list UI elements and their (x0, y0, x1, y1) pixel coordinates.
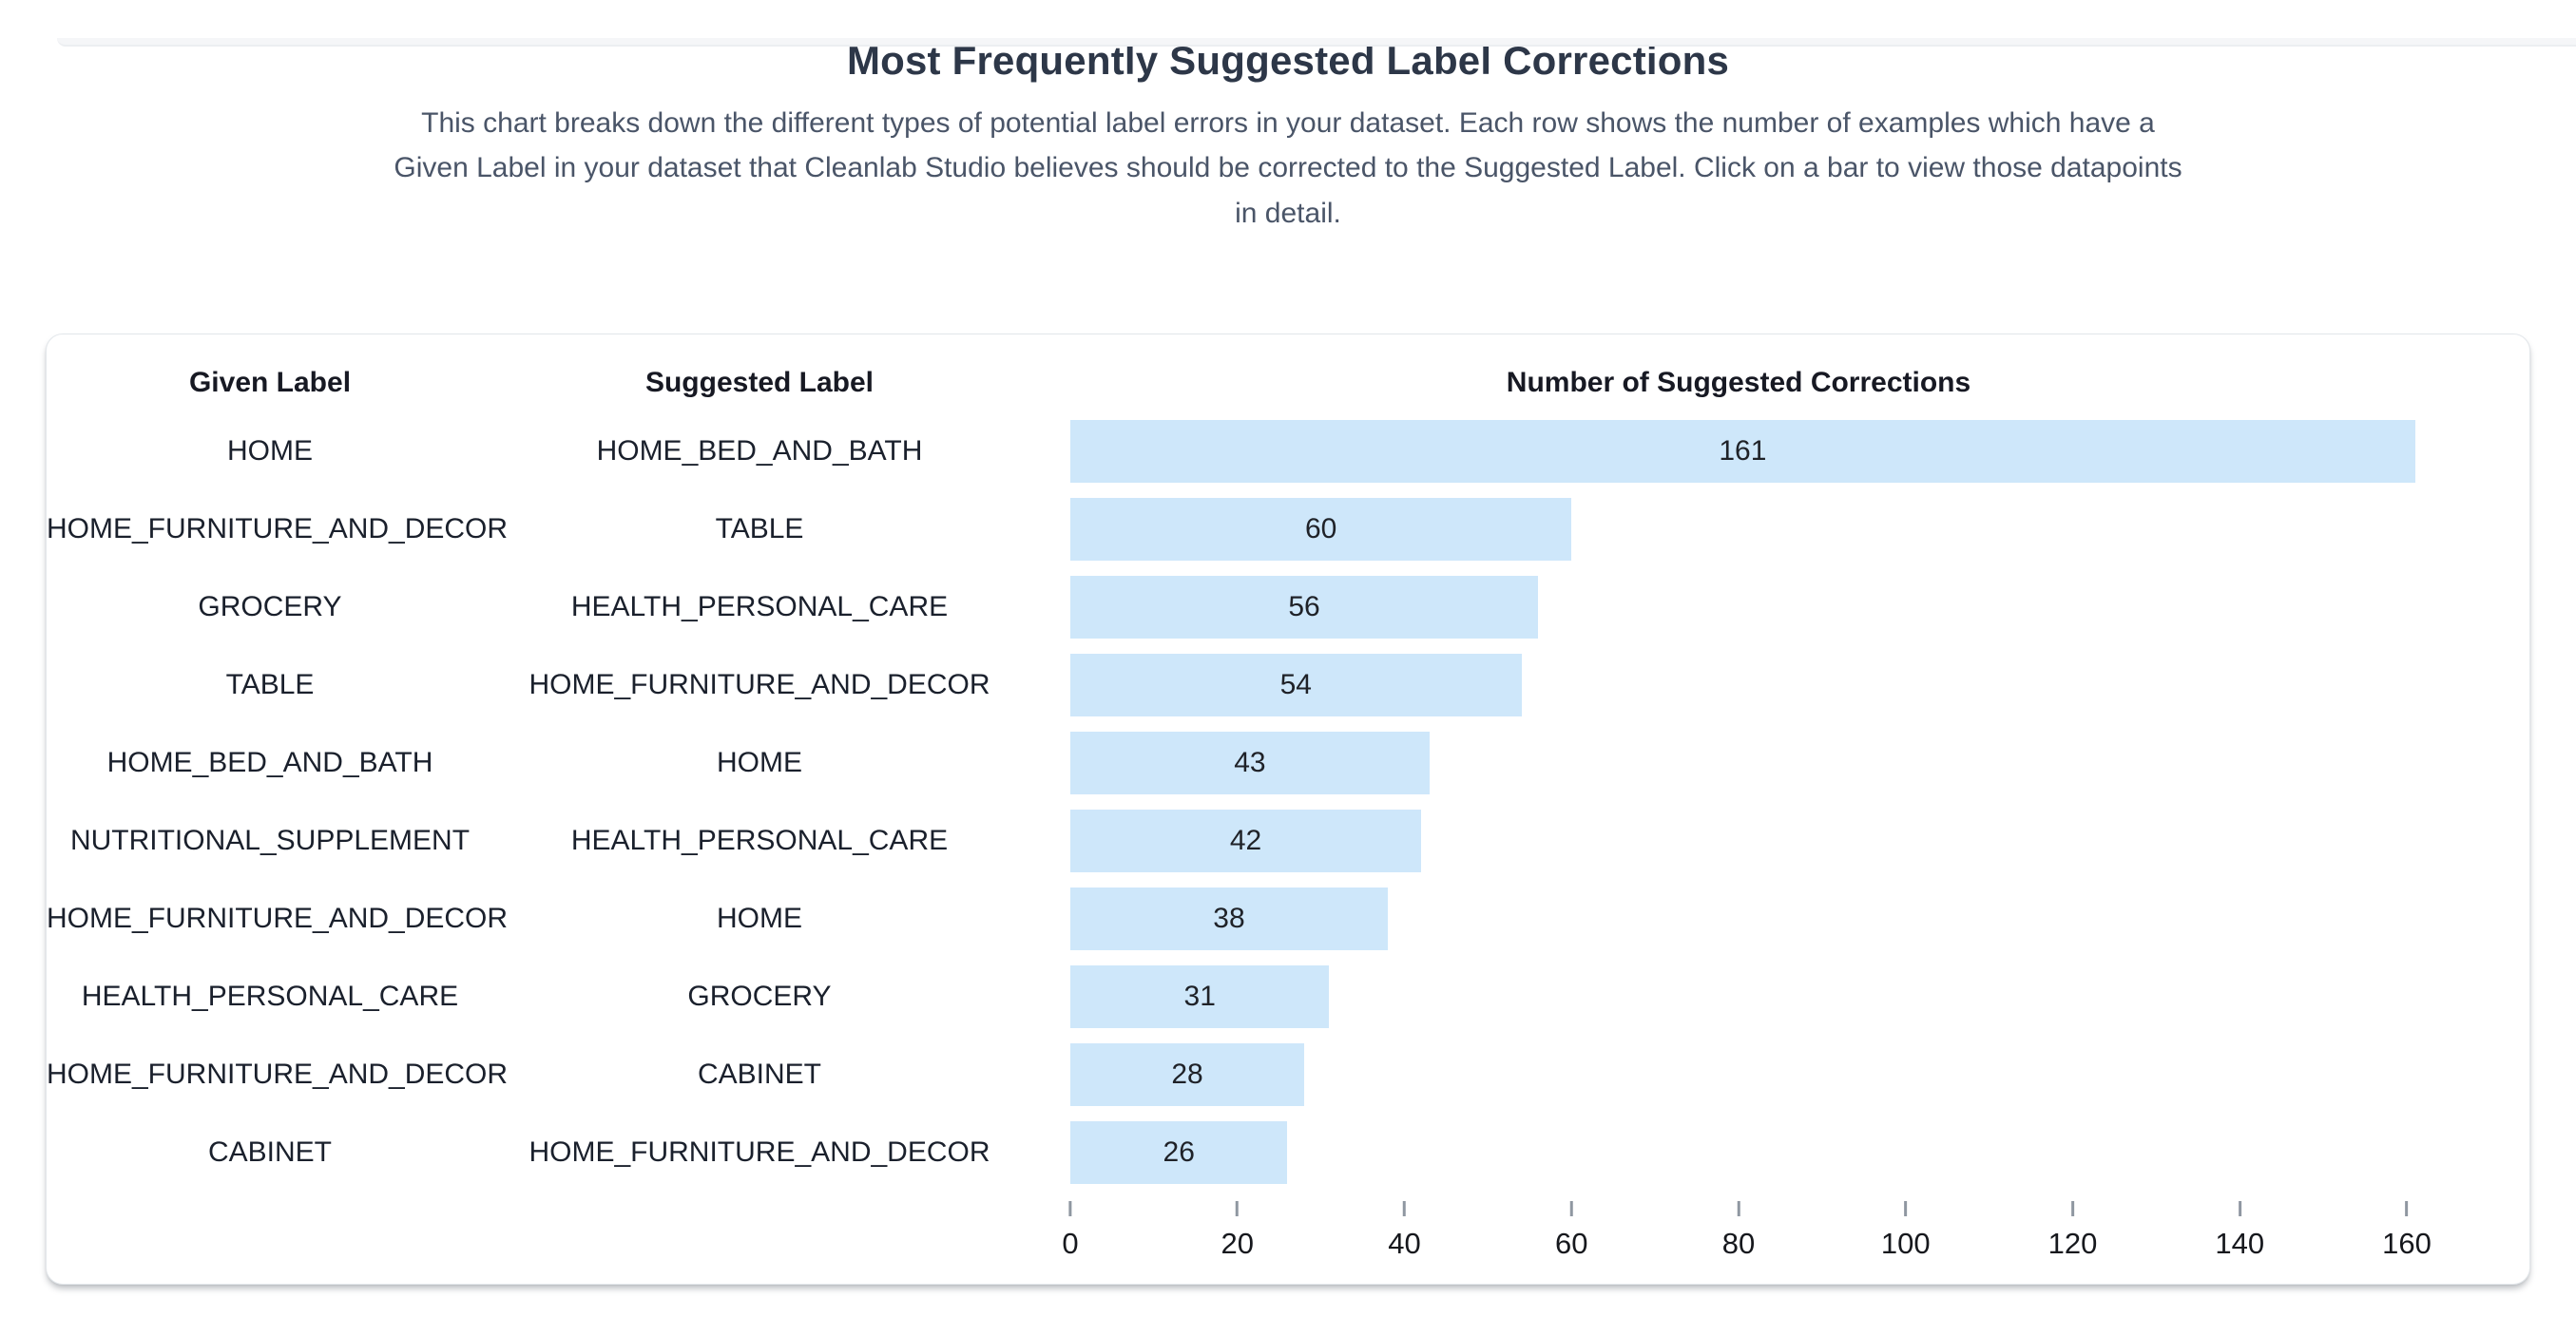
bar-value-label: 28 (1171, 1059, 1203, 1090)
x-axis-tick: 0 (1062, 1201, 1079, 1261)
bar-value-label: 42 (1229, 825, 1262, 856)
bar-track: 28 (1070, 1043, 2407, 1106)
suggested-label: HOME_FURNITURE_AND_DECOR (529, 1136, 990, 1168)
table-row: HOME_FURNITURE_AND_DECOR HOME 38 (47, 880, 2529, 958)
tick-mark (2070, 1201, 2074, 1216)
tick-mark (1569, 1201, 1573, 1216)
table-row: HOME_FURNITURE_AND_DECOR CABINET 28 (47, 1036, 2529, 1114)
tick-label: 160 (2382, 1227, 2432, 1260)
bar-value-label: 26 (1163, 1136, 1195, 1168)
tick-mark (1737, 1201, 1740, 1216)
tick-mark (2238, 1201, 2241, 1216)
tick-label: 0 (1062, 1227, 1079, 1260)
tick-mark (1402, 1201, 1406, 1216)
tick-mark (1236, 1201, 1240, 1216)
bar-track: 38 (1070, 888, 2407, 950)
bar-value-label: 60 (1304, 513, 1337, 544)
tick-label: 40 (1388, 1227, 1421, 1260)
tick-label: 140 (2215, 1227, 2265, 1260)
table-row: HOME HOME_BED_AND_BATH 161 (47, 412, 2529, 490)
suggested-label: HOME (717, 747, 802, 778)
given-label: HOME_FURNITURE_AND_DECOR (47, 513, 509, 544)
correction-bar[interactable]: 60 (1070, 498, 1572, 561)
correction-bar[interactable]: 38 (1070, 888, 1388, 950)
bar-value-label: 38 (1213, 903, 1245, 934)
bar-track: 26 (1070, 1121, 2407, 1184)
tick-label: 60 (1555, 1227, 1588, 1260)
x-axis-tick: 80 (1722, 1201, 1755, 1261)
correction-bar[interactable]: 54 (1070, 654, 1522, 716)
table-row: HOME_FURNITURE_AND_DECOR TABLE 60 (47, 490, 2529, 568)
x-axis: 0 20 40 60 80 100 120 140 160 (1062, 1201, 2432, 1277)
suggested-label: CABINET (697, 1059, 822, 1090)
bar-value-label: 56 (1288, 591, 1320, 622)
suggested-label: HOME_BED_AND_BATH (596, 435, 923, 467)
x-axis-tick: 20 (1221, 1201, 1254, 1261)
correction-bar[interactable]: 43 (1070, 732, 1430, 794)
given-label: HOME_BED_AND_BATH (106, 747, 433, 778)
x-axis-tick: 100 (1881, 1201, 1931, 1261)
bar-track: 42 (1070, 810, 2407, 872)
bar-track: 56 (1070, 576, 2407, 639)
tick-mark (1068, 1201, 1072, 1216)
column-header-num-corrections: Number of Suggested Corrections (1506, 367, 1971, 398)
tick-label: 120 (2047, 1227, 2098, 1260)
suggested-label: HOME (717, 903, 802, 934)
x-axis-tick: 60 (1555, 1201, 1587, 1261)
x-axis-tick: 160 (2382, 1201, 2432, 1261)
bar-track: 60 (1070, 498, 2407, 561)
bar-track: 161 (1070, 420, 2415, 483)
correction-bar[interactable]: 31 (1070, 965, 1330, 1028)
bar-track: 31 (1070, 965, 2407, 1028)
previous-card-bottom-edge (57, 38, 2576, 47)
tick-label: 100 (1880, 1227, 1931, 1260)
tick-mark (2405, 1201, 2409, 1216)
correction-bar[interactable]: 42 (1070, 810, 1422, 872)
given-label: TABLE (225, 669, 315, 700)
suggested-label: HEALTH_PERSONAL_CARE (570, 825, 949, 856)
table-row: HOME_BED_AND_BATH HOME 43 (47, 724, 2529, 802)
given-label: NUTRITIONAL_SUPPLEMENT (69, 825, 471, 856)
x-axis-tick: 120 (2047, 1201, 2098, 1261)
tick-label: 80 (1721, 1227, 1756, 1260)
bar-value-label: 43 (1234, 747, 1266, 778)
bar-value-label: 54 (1279, 669, 1312, 700)
table-row: GROCERY HEALTH_PERSONAL_CARE 56 (47, 568, 2529, 646)
given-label: CABINET (207, 1136, 333, 1168)
correction-bar[interactable]: 26 (1070, 1121, 1288, 1184)
table-header-row: Given Label Suggested Label Number of Su… (47, 359, 2529, 407)
x-axis-tick: 140 (2215, 1201, 2264, 1261)
bar-track: 54 (1070, 654, 2407, 716)
tick-label: 20 (1221, 1227, 1254, 1260)
correction-bar[interactable]: 56 (1070, 576, 1539, 639)
correction-bar[interactable]: 28 (1070, 1043, 1305, 1106)
given-label: HOME_FURNITURE_AND_DECOR (47, 1059, 509, 1090)
column-header-given-label: Given Label (188, 367, 352, 398)
given-label: HEALTH_PERSONAL_CARE (81, 981, 459, 1012)
tick-mark (1904, 1201, 1908, 1216)
suggested-label: TABLE (715, 513, 804, 544)
table-row: HEALTH_PERSONAL_CARE GROCERY 31 (47, 958, 2529, 1036)
column-header-suggested-label: Suggested Label (644, 367, 875, 398)
page-subtitle: This chart breaks down the different typ… (394, 107, 2182, 229)
bar-value-label: 31 (1183, 981, 1216, 1012)
table-rows: HOME HOME_BED_AND_BATH 161 HOME_FURNITUR… (47, 412, 2529, 1192)
table-row: NUTRITIONAL_SUPPLEMENT HEALTH_PERSONAL_C… (47, 802, 2529, 880)
table-row: CABINET HOME_FURNITURE_AND_DECOR 26 (47, 1114, 2529, 1192)
correction-bar[interactable]: 161 (1070, 420, 2415, 483)
given-label: HOME_FURNITURE_AND_DECOR (47, 903, 509, 934)
table-row: TABLE HOME_FURNITURE_AND_DECOR 54 (47, 646, 2529, 724)
suggested-label: HEALTH_PERSONAL_CARE (570, 591, 949, 622)
x-axis-row: 0 20 40 60 80 100 120 140 160 (47, 1201, 2529, 1277)
x-axis-tick: 40 (1388, 1201, 1421, 1261)
suggested-label: GROCERY (687, 981, 832, 1012)
suggested-label: HOME_FURNITURE_AND_DECOR (529, 669, 990, 700)
given-label: GROCERY (198, 591, 342, 622)
bar-track: 43 (1070, 732, 2407, 794)
bar-value-label: 161 (1719, 435, 1767, 467)
given-label: HOME (227, 435, 313, 467)
corrections-chart-card: Given Label Suggested Label Number of Su… (46, 334, 2530, 1285)
